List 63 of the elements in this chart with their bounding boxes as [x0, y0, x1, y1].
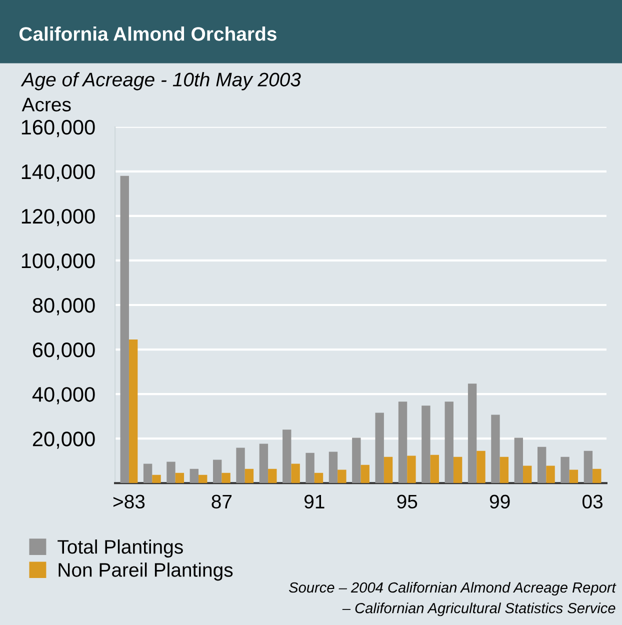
- y-tick-label: 120,000: [22, 208, 95, 226]
- y-tick-label: 60,000: [32, 342, 95, 360]
- y-tick-label: 160,000: [22, 120, 95, 138]
- bar: [569, 470, 578, 484]
- bar: [352, 438, 361, 484]
- bar: [190, 468, 199, 484]
- x-tick-label: 91: [304, 494, 324, 509]
- bar: [198, 474, 208, 484]
- source-note: Source – 2004 Californian Almond Acreage Report: [288, 582, 616, 596]
- y-tick-label: 140,000: [22, 164, 95, 182]
- bar: [259, 444, 268, 484]
- bar: [213, 460, 222, 484]
- bar: [523, 466, 532, 484]
- bar: [314, 472, 324, 484]
- bar: [120, 176, 129, 484]
- x-tick-label: 03: [582, 494, 603, 509]
- bar: [514, 438, 524, 484]
- bar: [584, 450, 593, 484]
- bar: [128, 340, 138, 484]
- bar: [398, 402, 408, 484]
- y-tick-label: 100,000: [22, 253, 95, 271]
- bar: [546, 466, 555, 484]
- bar: [175, 472, 184, 484]
- bar: [537, 446, 546, 484]
- chart-subtitle: Age of Acreage - 10th May 2003: [20, 72, 301, 90]
- x-tick-label: 87: [212, 494, 232, 509]
- bar: [592, 468, 602, 484]
- bar: [476, 450, 486, 484]
- legend-label: Non Pareil Plantings: [58, 562, 233, 581]
- bar: [444, 402, 454, 484]
- bar: [375, 412, 384, 484]
- y-axis-title: Acres: [22, 98, 71, 112]
- chart-title: California Almond Orchards: [19, 26, 276, 41]
- bar: [268, 468, 277, 484]
- bar: [560, 456, 570, 484]
- bar: [152, 474, 161, 484]
- x-tick-label: 99: [490, 494, 510, 509]
- bar: [491, 414, 500, 484]
- legend-label: Total Plantings: [58, 539, 183, 558]
- bar: [244, 468, 254, 484]
- bar: [407, 456, 416, 484]
- bar: [166, 462, 176, 484]
- bar: [384, 456, 393, 484]
- y-tick-label: 40,000: [32, 387, 95, 404]
- bar: [468, 384, 477, 484]
- bar: [222, 472, 230, 484]
- bar: [143, 464, 152, 484]
- bar: [306, 452, 314, 484]
- x-tick-label: 95: [397, 494, 418, 509]
- bar: [282, 430, 292, 484]
- bar: [291, 464, 300, 484]
- bar: [453, 456, 462, 484]
- bar: [338, 470, 346, 484]
- bar: [328, 452, 338, 484]
- text: – Californian Agricultural Statistics Service: [342, 602, 616, 616]
- bar: [236, 448, 245, 484]
- bar: [422, 406, 430, 484]
- bar: [360, 464, 370, 484]
- y-tick-label: 80,000: [32, 298, 95, 316]
- bar: [500, 456, 509, 484]
- y-tick-label: 20,000: [32, 432, 95, 449]
- bar: [430, 454, 439, 484]
- x-tick-label: >83: [113, 494, 145, 509]
